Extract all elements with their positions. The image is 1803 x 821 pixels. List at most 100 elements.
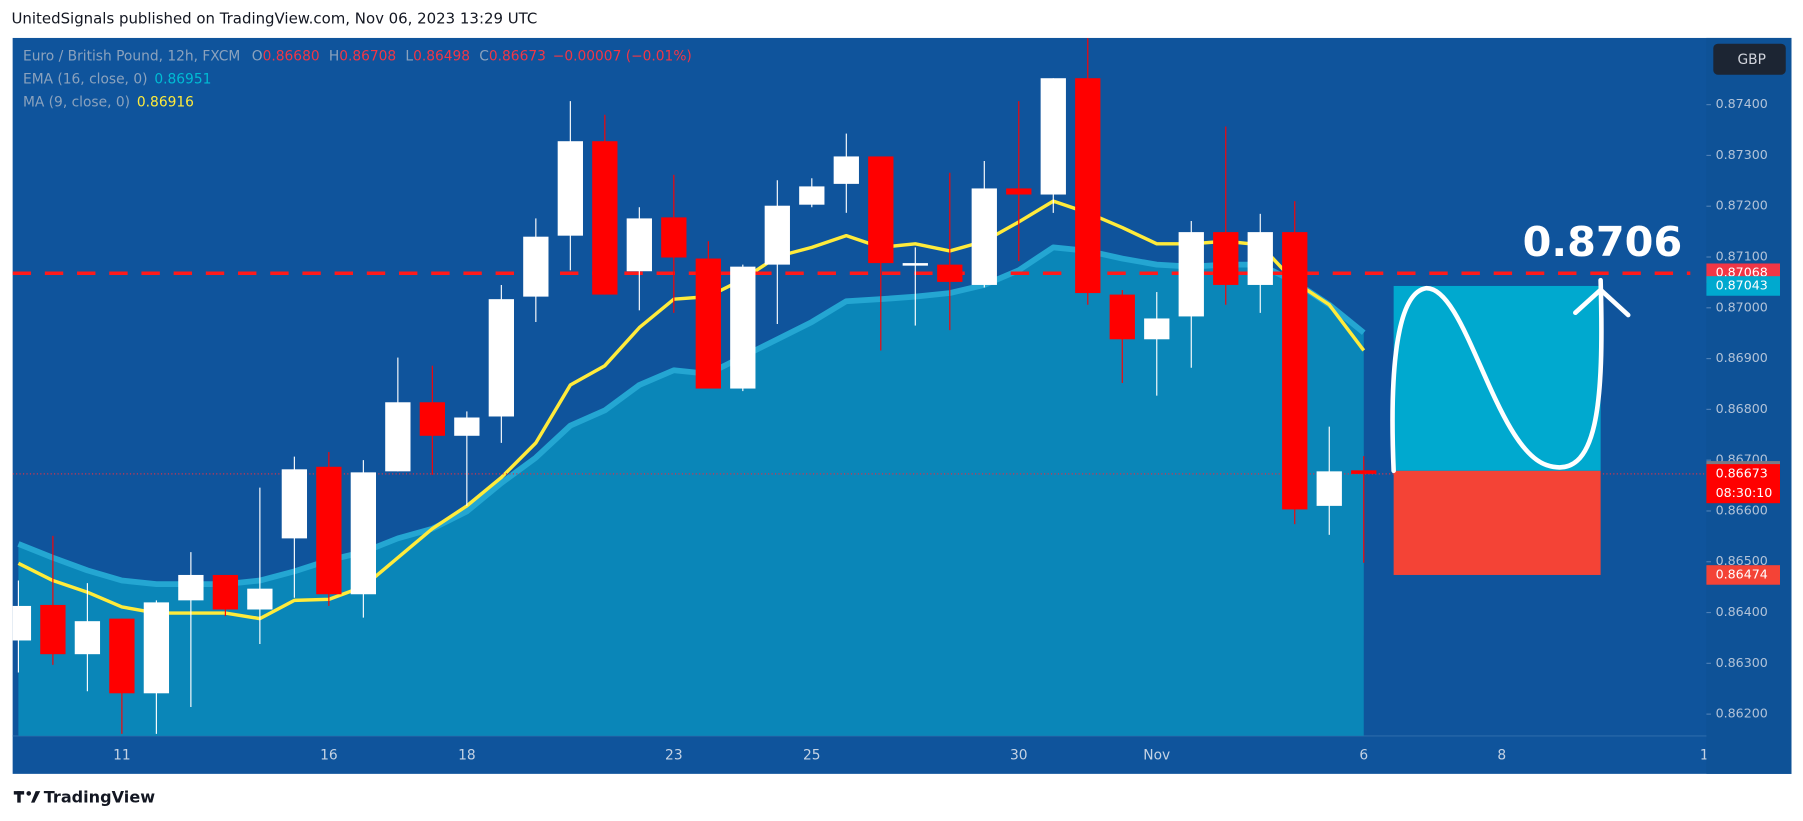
candle-body <box>1316 471 1342 506</box>
price-label: 0.86673 <box>1716 465 1768 480</box>
legend-value: 0.86916 <box>137 94 194 110</box>
candle-body <box>1109 294 1135 340</box>
drawn-curve <box>1390 277 1604 474</box>
candle-body <box>937 264 963 282</box>
candle-body <box>833 156 859 184</box>
price-label: 0.87068 <box>1716 265 1768 280</box>
price-label: 0.86474 <box>1716 566 1768 581</box>
ohlc-key: H <box>329 48 339 64</box>
candle-body <box>488 299 514 417</box>
candle-body <box>695 258 721 389</box>
ohlc-key: C <box>479 48 489 64</box>
y-tick-label: 0.87400 <box>1716 96 1768 111</box>
candle-body <box>1213 232 1239 285</box>
y-tick-label: 0.86900 <box>1716 350 1768 365</box>
y-tick-label: 0.86500 <box>1716 553 1768 568</box>
ma-line <box>17 199 1366 621</box>
candle-body <box>109 618 135 694</box>
y-tick-label: 0.87100 <box>1716 249 1768 264</box>
y-tick-label: 0.86800 <box>1716 401 1768 416</box>
candle-body <box>1351 470 1377 474</box>
candle-body <box>730 266 756 389</box>
candle-body <box>316 466 342 595</box>
y-tick-label: 0.87300 <box>1716 147 1768 162</box>
x-tick-label: 13 <box>1700 747 1718 763</box>
candle-body <box>799 186 825 205</box>
candle-body <box>1006 188 1032 195</box>
candle-body <box>212 574 239 610</box>
legend-name: MA (9, close, 0) <box>23 94 130 110</box>
y-tick-label: 0.86400 <box>1716 604 1768 619</box>
candle-body <box>557 141 583 236</box>
candle-body <box>178 574 204 601</box>
x-tick-label: 8 <box>1497 747 1506 763</box>
y-tick-label: 0.86300 <box>1716 655 1768 670</box>
candle-body <box>661 217 687 258</box>
candle-body <box>1144 318 1170 340</box>
candle-body <box>1075 78 1101 294</box>
publisher: UnitedSignals published on TradingView.c… <box>11 10 537 28</box>
x-tick-label: 18 <box>458 747 476 763</box>
logo-mark <box>13 791 41 803</box>
symbol: Euro / British Pound, 12h, FXCM <box>23 48 240 64</box>
y-tick-label: 0.86200 <box>1716 706 1768 721</box>
candle-body <box>592 141 618 295</box>
legend-name: EMA (16, close, 0) <box>23 71 147 87</box>
candle-body <box>40 604 66 655</box>
legend-line: Euro / British Pound, 12h, FXCM O0.86680 H… <box>23 48 692 64</box>
x-tick-label: 25 <box>803 747 821 763</box>
currency: GBP <box>1737 52 1765 68</box>
candle-body <box>626 218 652 272</box>
countdown: 08:30:10 <box>1716 485 1773 500</box>
x-tick-label: 16 <box>320 747 338 763</box>
legend-line: EMA (16, close, 0) 0.86951 <box>23 71 211 87</box>
candle-body <box>1282 232 1308 510</box>
candle-body <box>1040 78 1066 195</box>
x-tick-label: 30 <box>1010 747 1028 763</box>
candle-body <box>12 605 32 641</box>
candle-body <box>523 236 549 297</box>
ema-area <box>18 247 1364 736</box>
x-tick-label: 11 <box>113 747 131 763</box>
candle-body <box>385 402 411 472</box>
ohlc-value: 0.86498 <box>413 48 470 64</box>
candle-body <box>350 472 377 595</box>
ohlc-key: O <box>252 48 263 64</box>
candle-body <box>1178 232 1204 317</box>
x-tick-label: Nov <box>1143 747 1170 763</box>
candle-body <box>971 188 997 285</box>
change: −0.00007 (−0.01%) <box>553 48 692 64</box>
target-zone <box>1393 285 1601 471</box>
candle-body <box>764 205 790 265</box>
currency-button[interactable] <box>1713 43 1786 75</box>
x-tick-label: 6 <box>1359 747 1368 763</box>
y-tick-label: 0.87000 <box>1716 299 1768 314</box>
plot <box>12 38 1707 736</box>
price-label-box <box>1706 464 1781 504</box>
candle-body <box>902 263 928 266</box>
annotation: 0.8706 <box>1523 218 1683 266</box>
price-label-box <box>1706 565 1781 585</box>
drawn-arrow <box>1573 287 1631 318</box>
time-axis: 11 16 18 23 25 30 Nov 6 8 13 <box>113 747 1718 763</box>
price-label-box <box>1706 276 1781 296</box>
ohlc-key: L <box>405 48 413 64</box>
candle-body <box>281 469 308 539</box>
candle-body <box>247 588 273 610</box>
legend-value: 0.86951 <box>154 71 211 87</box>
logo: TradingView <box>44 788 156 807</box>
price-axis <box>1706 37 1792 774</box>
y-tick-label: 0.86600 <box>1716 502 1768 517</box>
candle-body <box>143 602 170 694</box>
candle-body <box>868 156 894 264</box>
candle-body <box>454 417 480 436</box>
candle-body <box>74 621 101 655</box>
y-tick-label: 0.87200 <box>1716 198 1768 213</box>
ohlc-value: 0.86673 <box>489 48 546 64</box>
overlay: 0.86200 0.86300 0.86400 0.86500 0.86600 0.867… <box>23 48 1781 721</box>
stop-zone <box>1393 470 1601 575</box>
candle-body <box>1247 232 1273 285</box>
candle-body <box>419 402 446 436</box>
